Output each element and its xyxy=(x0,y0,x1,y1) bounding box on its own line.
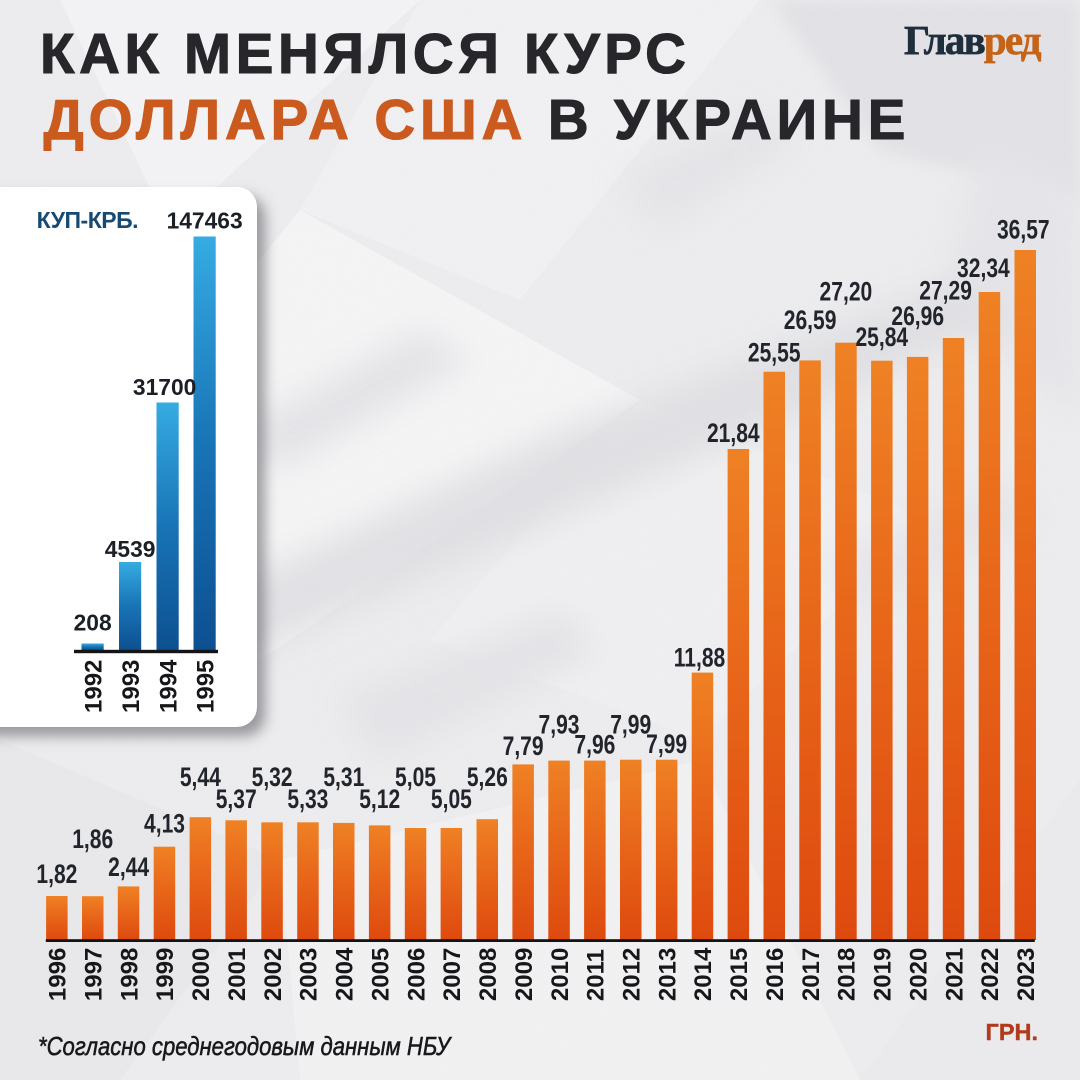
svg-text:26,96: 26,96 xyxy=(891,302,944,332)
svg-text:2008: 2008 xyxy=(475,948,502,1001)
svg-text:2018: 2018 xyxy=(834,948,861,1001)
svg-text:7,93: 7,93 xyxy=(539,710,580,740)
svg-text:7,96: 7,96 xyxy=(574,730,615,760)
svg-text:1995: 1995 xyxy=(192,660,219,713)
svg-text:2002: 2002 xyxy=(260,948,287,1001)
svg-text:5,26: 5,26 xyxy=(467,762,508,792)
svg-text:1993: 1993 xyxy=(118,660,145,713)
svg-text:5,12: 5,12 xyxy=(359,785,400,815)
svg-text:2013: 2013 xyxy=(654,948,681,1001)
svg-text:21,84: 21,84 xyxy=(707,419,760,449)
svg-text:5,32: 5,32 xyxy=(252,762,293,792)
svg-text:5,31: 5,31 xyxy=(323,762,364,792)
svg-text:1997: 1997 xyxy=(81,948,108,1001)
svg-text:2015: 2015 xyxy=(726,948,753,1001)
svg-text:2010: 2010 xyxy=(547,948,574,1001)
svg-text:1992: 1992 xyxy=(80,660,107,713)
svg-text:147463: 147463 xyxy=(167,207,243,233)
svg-text:36,57: 36,57 xyxy=(997,215,1050,245)
svg-text:25,84: 25,84 xyxy=(855,322,908,352)
svg-text:208: 208 xyxy=(74,609,112,635)
svg-text:2,44: 2,44 xyxy=(108,853,149,883)
svg-text:2011: 2011 xyxy=(583,949,610,1001)
svg-text:2019: 2019 xyxy=(870,948,897,1001)
svg-text:26,59: 26,59 xyxy=(784,306,837,336)
svg-text:2023: 2023 xyxy=(1013,948,1040,1001)
svg-text:2007: 2007 xyxy=(439,948,466,1001)
svg-text:5,05: 5,05 xyxy=(395,762,436,792)
svg-text:25,55: 25,55 xyxy=(748,338,801,368)
svg-text:2009: 2009 xyxy=(511,948,538,1001)
svg-text:32,34: 32,34 xyxy=(957,254,1010,284)
svg-text:5,37: 5,37 xyxy=(216,785,257,815)
svg-text:1,86: 1,86 xyxy=(72,825,113,855)
svg-text:4,13: 4,13 xyxy=(144,809,185,839)
svg-text:2017: 2017 xyxy=(798,948,825,1001)
svg-text:7,99: 7,99 xyxy=(610,710,651,740)
svg-text:7,99: 7,99 xyxy=(646,729,687,759)
svg-text:11,88: 11,88 xyxy=(674,643,726,673)
svg-text:2005: 2005 xyxy=(367,948,394,1001)
svg-text:27,20: 27,20 xyxy=(820,277,873,307)
svg-text:2014: 2014 xyxy=(690,947,717,1001)
svg-text:2003: 2003 xyxy=(296,948,323,1001)
svg-text:2020: 2020 xyxy=(905,948,932,1001)
svg-text:7,79: 7,79 xyxy=(503,731,544,761)
svg-text:КУП-КРБ.: КУП-КРБ. xyxy=(37,207,138,233)
svg-text:1,82: 1,82 xyxy=(36,860,77,890)
svg-text:2000: 2000 xyxy=(188,948,215,1001)
svg-text:1994: 1994 xyxy=(155,659,182,713)
svg-text:5,05: 5,05 xyxy=(431,785,472,815)
svg-text:5,44: 5,44 xyxy=(180,762,221,792)
svg-text:2004: 2004 xyxy=(332,947,359,1001)
svg-text:1998: 1998 xyxy=(116,948,143,1001)
svg-text:2001: 2001 xyxy=(224,948,251,1001)
svg-text:2006: 2006 xyxy=(403,948,430,1001)
svg-text:27,29: 27,29 xyxy=(919,276,972,306)
svg-text:2016: 2016 xyxy=(762,948,789,1001)
svg-text:1999: 1999 xyxy=(152,948,179,1001)
svg-text:2012: 2012 xyxy=(619,948,646,1001)
svg-text:2022: 2022 xyxy=(977,948,1004,1001)
svg-text:1996: 1996 xyxy=(45,948,72,1001)
svg-text:5,33: 5,33 xyxy=(287,785,328,815)
svg-text:2021: 2021 xyxy=(941,948,968,1001)
svg-text:4539: 4539 xyxy=(105,536,156,562)
svg-text:31700: 31700 xyxy=(133,374,196,400)
